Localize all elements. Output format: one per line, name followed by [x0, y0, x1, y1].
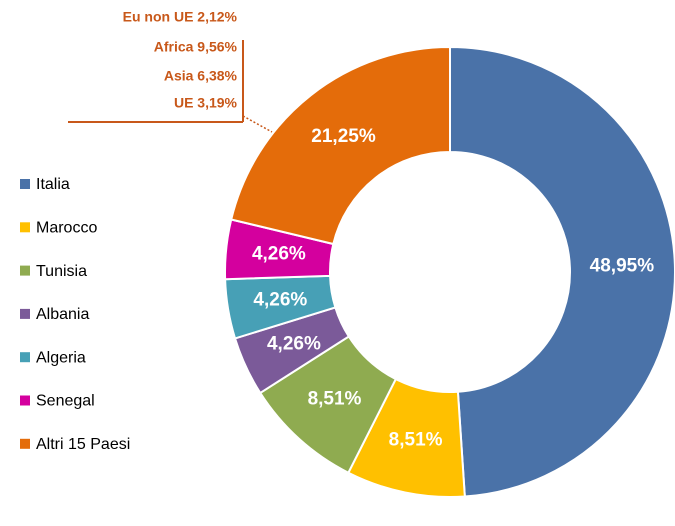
legend-swatch — [20, 395, 30, 406]
legend-label: Algeria — [36, 349, 86, 366]
annotation: Africa 9,56% — [154, 39, 238, 55]
value-label: 4,26% — [252, 244, 306, 265]
legend-swatch — [20, 438, 30, 449]
legend-label: Altri 15 Paesi — [36, 436, 130, 453]
donut-slice — [230, 45, 451, 246]
legend-swatch — [20, 222, 30, 233]
value-label: 8,51% — [308, 388, 362, 409]
annotation-leader — [242, 115, 273, 133]
annotation: UE 3,19% — [174, 95, 238, 111]
legend-label: Senegal — [36, 393, 95, 410]
annotation: Asia 6,38% — [164, 68, 238, 84]
legend-swatch — [20, 352, 30, 363]
legend-label: Albania — [36, 306, 89, 323]
legend-label: Italia — [36, 176, 70, 193]
value-label: 8,51% — [389, 430, 443, 451]
donut-slice — [449, 45, 675, 498]
value-label: 21,25% — [311, 126, 376, 147]
legend-swatch — [20, 179, 30, 189]
value-label: 4,26% — [253, 289, 307, 310]
value-label: 48,95% — [590, 255, 655, 276]
legend-swatch — [20, 265, 30, 276]
legend-swatch — [20, 308, 30, 319]
legend-label: Marocco — [36, 220, 97, 237]
legend-label: Tunisia — [36, 263, 87, 280]
value-label: 4,26% — [267, 333, 321, 354]
annotation: Eu non UE 2,12% — [123, 9, 238, 25]
